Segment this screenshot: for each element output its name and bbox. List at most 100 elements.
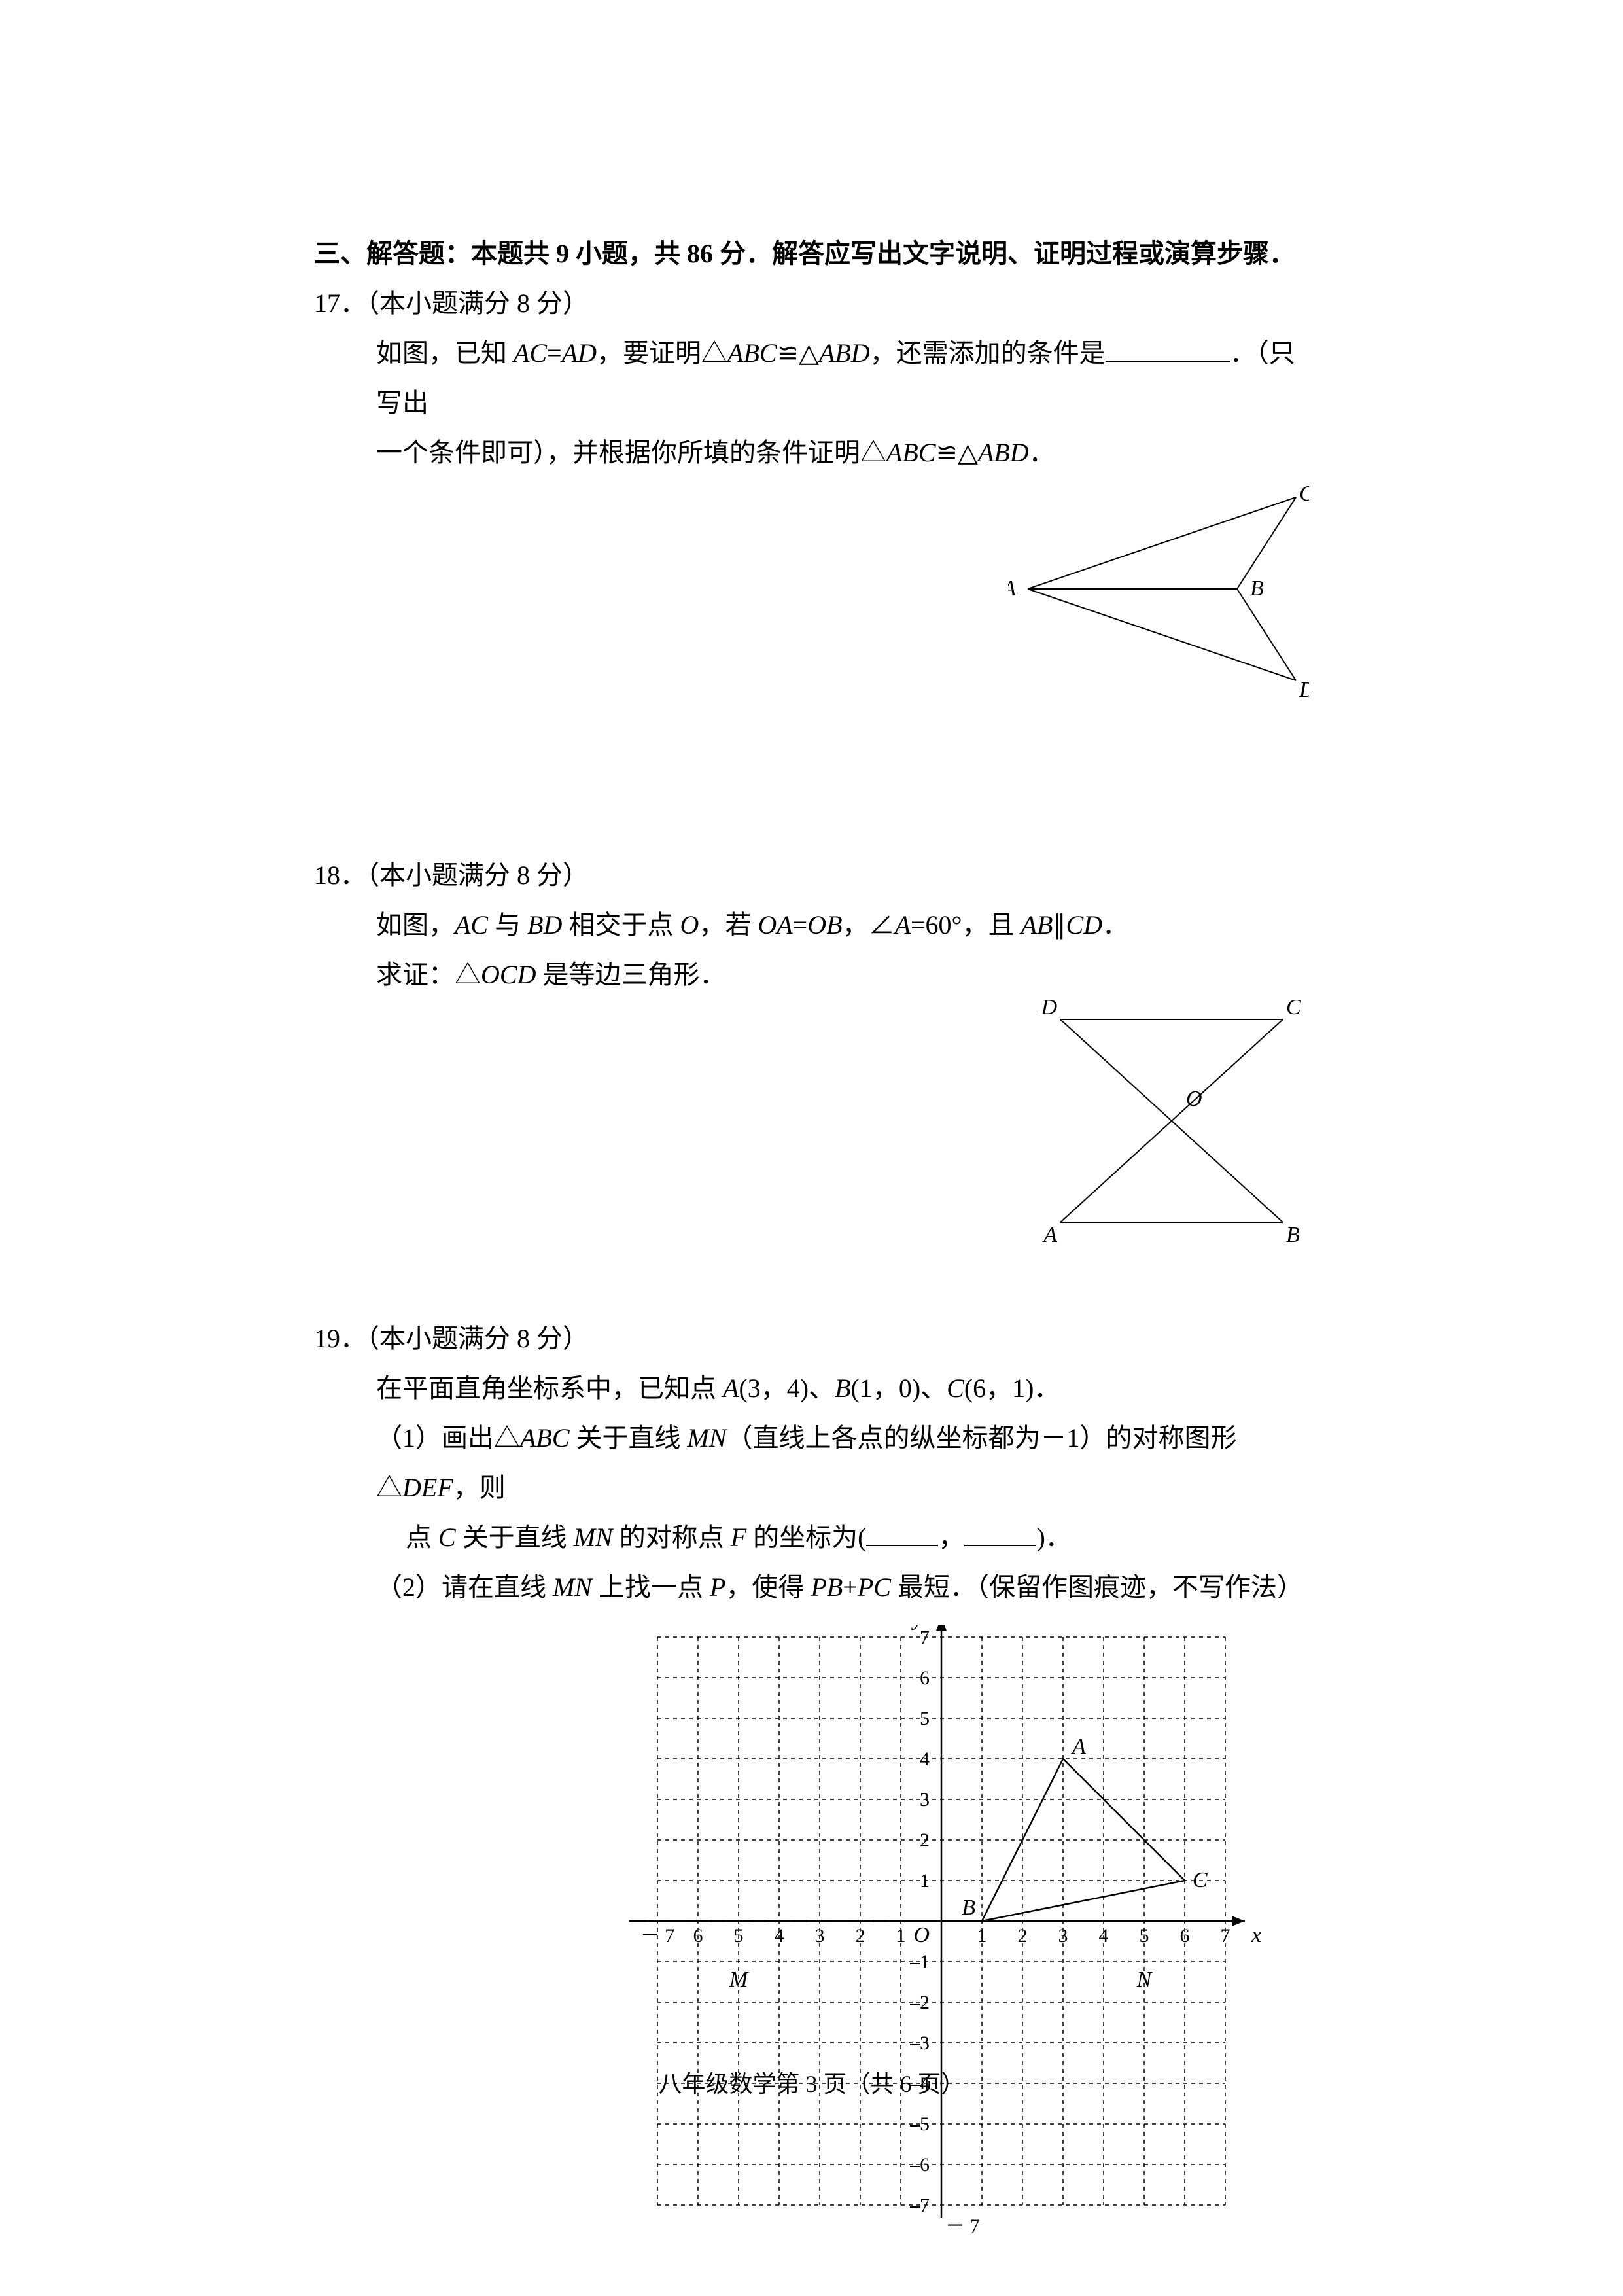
q17-text: 如图，已知 [376, 338, 514, 368]
q18-par: ∥ [1053, 910, 1066, 940]
svg-text:1: 1 [920, 1951, 930, 1973]
section-title: 三、解答题：本题共 9 小题，共 86 分．解答应写出文字说明、证明过程或演算步… [314, 229, 1309, 279]
q18-body: 如图，AC 与 BD 相交于点 O，若 OA=OB，∠A=60°，且 AB∥CD… [314, 900, 1309, 1000]
q19-cB: (1，0)、 [851, 1373, 947, 1403]
svg-text:5: 5 [920, 2113, 930, 2135]
q19-mn2: MN [574, 1523, 613, 1552]
svg-text:B: B [1250, 576, 1264, 601]
q19-sub1-line2: 点 C 关于直线 MN 的对称点 F 的坐标为(，)． [376, 1513, 1309, 1563]
q17-abd: ABD [819, 338, 870, 368]
q19-mn3: MN [553, 1572, 592, 1602]
q19-blank-x[interactable] [866, 1521, 938, 1546]
spacer-17 [314, 707, 1309, 851]
q17-t2c: ． [1029, 438, 1055, 467]
q18-oa: OA [758, 910, 792, 940]
q19-s1b: 关于直线 [570, 1423, 688, 1453]
svg-text:4: 4 [920, 1748, 930, 1770]
svg-text:6: 6 [920, 1667, 930, 1689]
q19-f: F [731, 1523, 746, 1552]
svg-text:A: A [1071, 1735, 1086, 1759]
svg-text:C: C [1193, 1868, 1208, 1892]
q19-cC: (6，1)． [964, 1373, 1060, 1403]
q17-t2a: 一个条件即可），并根据你所填的条件证明△ [376, 438, 886, 467]
q19-s2c: ，使得 [725, 1572, 811, 1602]
q18-t1a: 如图， [376, 910, 455, 940]
q17-points: （本小题满分 8 分） [366, 289, 589, 318]
question-18: 18．（本小题满分 8 分） 如图，AC 与 BD 相交于点 O，若 OA=OB… [314, 851, 1309, 1242]
svg-text:C: C [1299, 482, 1309, 506]
q19-grid: － 7654321123456712345671234567Oxy－ 7ABCM… [629, 1625, 1296, 2240]
q19-t1a: 在平面直角坐标系中，已知点 [376, 1373, 723, 1403]
svg-text:3: 3 [920, 1789, 930, 1810]
svg-text:A: A [1042, 1223, 1057, 1242]
svg-text:2: 2 [920, 1829, 930, 1851]
q19-pc: PC [858, 1572, 891, 1602]
q18-ocd: OCD [481, 960, 536, 989]
q19-def: DEF [402, 1473, 453, 1502]
q19-s2d: 最短．（保留作图痕迹，不写作法） [891, 1572, 1303, 1602]
q17-body: 如图，已知 AC=AD，要证明△ABC≌△ABD，还需添加的条件是．（只写出 一… [314, 328, 1309, 478]
q18-ab: AB [1021, 910, 1053, 940]
q19-s2a: （2）请在直线 [376, 1572, 553, 1602]
svg-text:2: 2 [920, 1992, 930, 2013]
svg-text:B: B [1286, 1223, 1300, 1242]
q18-cd: CD [1066, 910, 1102, 940]
q17-abc: ABC [727, 338, 777, 368]
q18-bd: BD [527, 910, 562, 940]
q19-s1e: 点 [406, 1523, 438, 1552]
q17-t1b: ，要证明△ [597, 338, 727, 368]
q19-plus: + [843, 1572, 858, 1602]
q18-comma: ， [843, 910, 869, 940]
q19-pb: PB [811, 1572, 843, 1602]
q18-t2b: 是等边三角形． [536, 960, 725, 989]
q19-pC: C [947, 1373, 964, 1403]
svg-text:5: 5 [920, 1708, 930, 1729]
q17-abc2: ABC [886, 438, 936, 467]
q18-t1b: 相交于点 [562, 910, 680, 940]
page: 三、解答题：本题共 9 小题，共 86 分．解答应写出文字说明、证明过程或演算步… [0, 0, 1623, 2296]
q18-figure: D C A B O [1034, 1000, 1309, 1242]
question-19: 19．（本小题满分 8 分） 在平面直角坐标系中，已知点 A(3，4)、B(1，… [314, 1314, 1309, 2257]
q18-period: ． [1102, 910, 1128, 940]
svg-text:D: D [1040, 1000, 1057, 1019]
svg-text:3: 3 [1058, 1925, 1068, 1947]
q18-points: （本小题满分 8 分） [366, 860, 589, 890]
svg-text:6: 6 [1180, 1925, 1190, 1947]
q19-abc: ABC [520, 1423, 570, 1453]
q19-body: 在平面直角坐标系中，已知点 A(3，4)、B(1，0)、C(6，1)． （1）画… [314, 1364, 1309, 1612]
svg-text:y: y [911, 1625, 924, 1631]
q19-s1h: 的坐标为( [746, 1523, 866, 1552]
q18-o: O [680, 910, 699, 940]
q19-s1j: )． [1036, 1523, 1071, 1552]
q19-s1i: ， [938, 1523, 964, 1552]
q18-ob: OB [807, 910, 842, 940]
svg-text:－ 7: － 7 [640, 1925, 675, 1947]
q17-cong: ≌△ [777, 338, 819, 368]
svg-text:－ 7: － 7 [945, 2216, 980, 2237]
q17-blank[interactable] [1106, 337, 1230, 362]
q19-blank-y[interactable] [964, 1521, 1036, 1546]
svg-text:O: O [1186, 1087, 1202, 1111]
q18-and: 与 [488, 910, 527, 940]
q17-ad: AD [562, 338, 597, 368]
q19-number: 19． [314, 1324, 366, 1353]
q17-number: 17． [314, 289, 366, 318]
q19-c: C [438, 1523, 456, 1552]
spacer-18 [314, 1248, 1309, 1314]
q19-mn1: MN [688, 1423, 727, 1453]
svg-text:6: 6 [693, 1925, 703, 1947]
q18-a: A [895, 910, 911, 940]
svg-text:x: x [1251, 1923, 1261, 1947]
svg-text:2: 2 [1018, 1925, 1028, 1947]
q18-angle: ∠ [869, 910, 895, 940]
q19-s1d: ，则 [453, 1473, 506, 1502]
q18-t1c: ，若 [699, 910, 758, 940]
svg-text:4: 4 [775, 1925, 784, 1947]
svg-text:7: 7 [1221, 1925, 1230, 1947]
q17-ac: AC [514, 338, 547, 368]
q19-s1a: （1）画出△ [376, 1423, 520, 1453]
q19-pB: B [835, 1373, 850, 1403]
svg-text:O: O [913, 1923, 930, 1947]
svg-text:3: 3 [815, 1925, 825, 1947]
svg-text:C: C [1286, 1000, 1301, 1019]
